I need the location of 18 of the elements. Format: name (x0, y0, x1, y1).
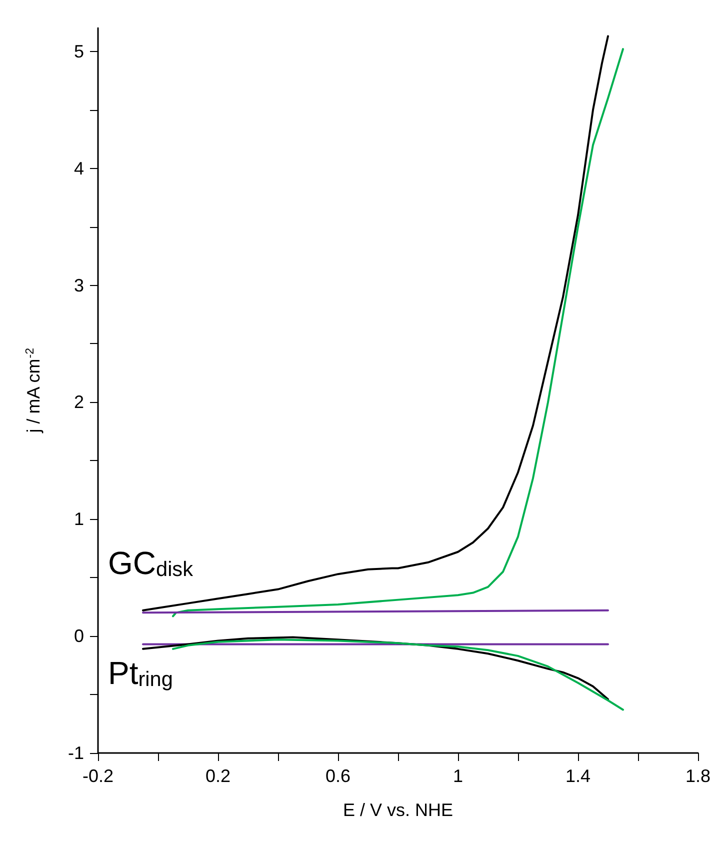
x-axis-title: E / V vs. NHE (342, 800, 454, 820)
annotation: GCdisk (108, 545, 194, 581)
x-tick-label: 1 (452, 766, 464, 786)
line-series (172, 638, 624, 711)
x-tick-label: 0.6 (325, 766, 351, 786)
y-tick-label: -1 (68, 743, 84, 763)
y-tick-label: 4 (74, 158, 84, 178)
y-tick-label: 1 (74, 509, 84, 530)
x-tick-label: 1.4 (565, 766, 591, 786)
y-tick-label: 0 (74, 626, 84, 646)
y-tick-label: 3 (74, 275, 84, 296)
y-axis-title: j / mA cm-2 (23, 348, 44, 434)
x-tick-label: 0.2 (205, 766, 231, 786)
x-tick-label: -0.2 (82, 766, 114, 786)
annotation: Ptring (108, 655, 173, 691)
y-tick-label: 5 (74, 41, 84, 62)
x-tick-label: 1.8 (685, 766, 711, 786)
y-tick-label: 2 (74, 392, 84, 412)
